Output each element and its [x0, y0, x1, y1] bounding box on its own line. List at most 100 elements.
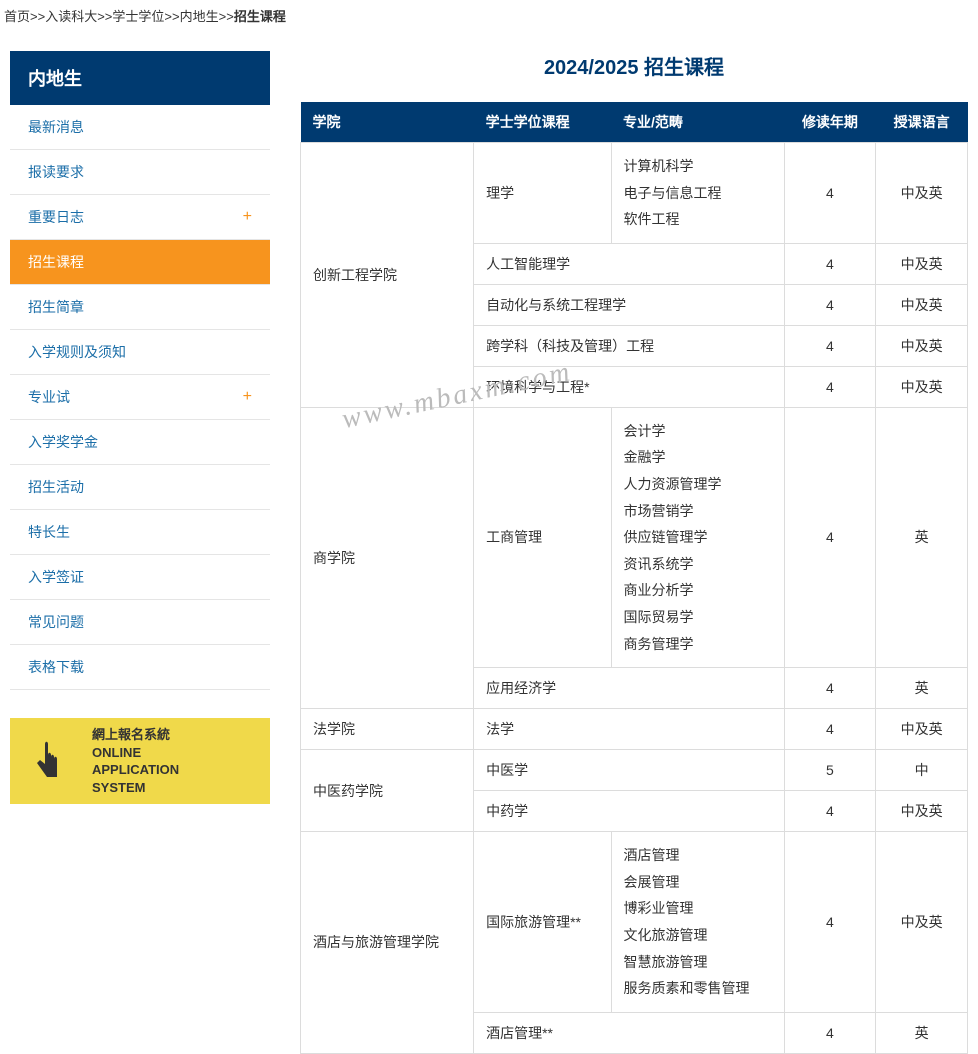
- th-years: 修读年期: [784, 102, 876, 143]
- pointer-icon: [18, 729, 82, 793]
- sidebar-item-label: 常见问题: [28, 612, 84, 632]
- sidebar-item-label: 报读要求: [28, 162, 84, 182]
- th-program: 学士学位课程: [474, 102, 611, 143]
- table-row: 创新工程学院理学计算机科学电子与信息工程软件工程4中及英: [301, 143, 968, 244]
- th-faculty: 学院: [301, 102, 474, 143]
- cell-program: 酒店管理**: [474, 1012, 785, 1053]
- sidebar-item[interactable]: 最新消息: [10, 105, 270, 150]
- cell-program: 自动化与系统工程理学: [474, 284, 785, 325]
- sidebar-item[interactable]: 招生活动: [10, 465, 270, 510]
- cell-faculty: 法学院: [301, 709, 474, 750]
- cell-program: 中药学: [474, 791, 785, 832]
- cell-lang: 中及英: [876, 243, 968, 284]
- cell-lang: 中及英: [876, 325, 968, 366]
- sidebar-item-label: 入学签证: [28, 567, 84, 587]
- cell-faculty: 商学院: [301, 407, 474, 708]
- sidebar-item-label: 重要日志: [28, 207, 84, 227]
- table-row: 酒店与旅游管理学院国际旅游管理**酒店管理会展管理博彩业管理文化旅游管理智慧旅游…: [301, 832, 968, 1013]
- cell-lang: 中及英: [876, 284, 968, 325]
- sidebar-item[interactable]: 招生课程: [10, 240, 270, 285]
- sidebar-item-label: 最新消息: [28, 117, 84, 137]
- th-major: 专业/范畴: [611, 102, 784, 143]
- cell-lang: 中及英: [876, 791, 968, 832]
- cell-years: 4: [784, 325, 876, 366]
- sidebar-item[interactable]: 特长生: [10, 510, 270, 555]
- cell-years: 4: [784, 791, 876, 832]
- cell-major: 酒店管理会展管理博彩业管理文化旅游管理智慧旅游管理服务质素和零售管理: [611, 832, 784, 1013]
- banner-text: 網上報名系統 ONLINE APPLICATION SYSTEM: [92, 726, 179, 796]
- cell-program: 法学: [474, 709, 785, 750]
- breadcrumb-current: 招生课程: [234, 9, 286, 24]
- sidebar-item-label: 专业试: [28, 387, 70, 407]
- cell-major: 计算机科学电子与信息工程软件工程: [611, 143, 784, 244]
- cell-lang: 中及英: [876, 709, 968, 750]
- cell-faculty: 酒店与旅游管理学院: [301, 832, 474, 1054]
- sidebar-item-label: 招生活动: [28, 477, 84, 497]
- cell-years: 4: [784, 366, 876, 407]
- cell-faculty: 创新工程学院: [301, 143, 474, 408]
- cell-program: 国际旅游管理**: [474, 832, 611, 1013]
- sidebar-item[interactable]: 重要日志 +: [10, 195, 270, 240]
- cell-lang: 英: [876, 668, 968, 709]
- expand-icon: +: [243, 388, 252, 406]
- sidebar-item-label: 招生课程: [28, 252, 84, 272]
- sidebar-item[interactable]: 报读要求: [10, 150, 270, 195]
- sidebar-title: 内地生: [10, 51, 270, 105]
- cell-program: 环境科学与工程*: [474, 366, 785, 407]
- main-content: 2024/2025 招生课程 学院 学士学位课程 专业/范畴 修读年期 授课语言…: [300, 51, 968, 1054]
- table-row: 法学院法学4中及英: [301, 709, 968, 750]
- breadcrumb-link[interactable]: 内地生: [180, 9, 219, 24]
- cell-lang: 中及英: [876, 143, 968, 244]
- sidebar-item-label: 招生简章: [28, 297, 84, 317]
- cell-major: 会计学金融学人力资源管理学市场营销学供应链管理学资讯系统学商业分析学国际贸易学商…: [611, 407, 784, 667]
- cell-program: 跨学科（科技及管理）工程: [474, 325, 785, 366]
- sidebar-item-label: 入学规则及须知: [28, 342, 126, 362]
- sidebar-item[interactable]: 常见问题: [10, 600, 270, 645]
- cell-years: 4: [784, 709, 876, 750]
- cell-program: 应用经济学: [474, 668, 785, 709]
- cell-years: 4: [784, 143, 876, 244]
- page-title: 2024/2025 招生课程: [300, 51, 968, 80]
- breadcrumb-link[interactable]: 学士学位: [112, 9, 164, 24]
- cell-years: 4: [784, 668, 876, 709]
- cell-lang: 中: [876, 750, 968, 791]
- sidebar-item[interactable]: 入学奖学金: [10, 420, 270, 465]
- cell-program: 理学: [474, 143, 611, 244]
- cell-lang: 英: [876, 407, 968, 667]
- table-header-row: 学院 学士学位课程 专业/范畴 修读年期 授课语言: [301, 102, 968, 143]
- cell-lang: 英: [876, 1012, 968, 1053]
- cell-faculty: 中医药学院: [301, 750, 474, 832]
- banner-line-1: 網上報名系統: [92, 726, 179, 744]
- expand-icon: +: [243, 208, 252, 226]
- online-application-banner[interactable]: 網上報名系統 ONLINE APPLICATION SYSTEM: [10, 718, 270, 804]
- sidebar-item-label: 特长生: [28, 522, 70, 542]
- th-lang: 授课语言: [876, 102, 968, 143]
- cell-years: 5: [784, 750, 876, 791]
- cell-lang: 中及英: [876, 832, 968, 1013]
- cell-years: 4: [784, 1012, 876, 1053]
- sidebar-item[interactable]: 表格下载: [10, 645, 270, 690]
- cell-years: 4: [784, 407, 876, 667]
- programs-table: 学院 学士学位课程 专业/范畴 修读年期 授课语言 创新工程学院理学计算机科学电…: [300, 102, 968, 1054]
- banner-line-3: APPLICATION: [92, 761, 179, 779]
- cell-years: 4: [784, 284, 876, 325]
- banner-line-4: SYSTEM: [92, 779, 179, 797]
- breadcrumb: 首页>>入读科大>>学士学位>>内地生>>招生课程: [0, 0, 978, 31]
- table-row: 商学院工商管理会计学金融学人力资源管理学市场营销学供应链管理学资讯系统学商业分析…: [301, 407, 968, 667]
- cell-years: 4: [784, 243, 876, 284]
- cell-years: 4: [784, 832, 876, 1013]
- cell-program: 人工智能理学: [474, 243, 785, 284]
- sidebar-item-label: 表格下载: [28, 657, 84, 677]
- cell-program: 工商管理: [474, 407, 611, 667]
- breadcrumb-link[interactable]: 首页: [4, 9, 30, 24]
- sidebar-item[interactable]: 入学签证: [10, 555, 270, 600]
- cell-lang: 中及英: [876, 366, 968, 407]
- sidebar: 内地生 最新消息报读要求重要日志 + 招生课程招生简章入学规则及须知专业试 + 入学奖学…: [10, 51, 270, 1054]
- sidebar-item[interactable]: 专业试 +: [10, 375, 270, 420]
- cell-program: 中医学: [474, 750, 785, 791]
- sidebar-item-label: 入学奖学金: [28, 432, 98, 452]
- sidebar-item[interactable]: 招生简章: [10, 285, 270, 330]
- breadcrumb-link[interactable]: 入读科大: [45, 9, 97, 24]
- sidebar-item[interactable]: 入学规则及须知: [10, 330, 270, 375]
- banner-line-2: ONLINE: [92, 744, 179, 762]
